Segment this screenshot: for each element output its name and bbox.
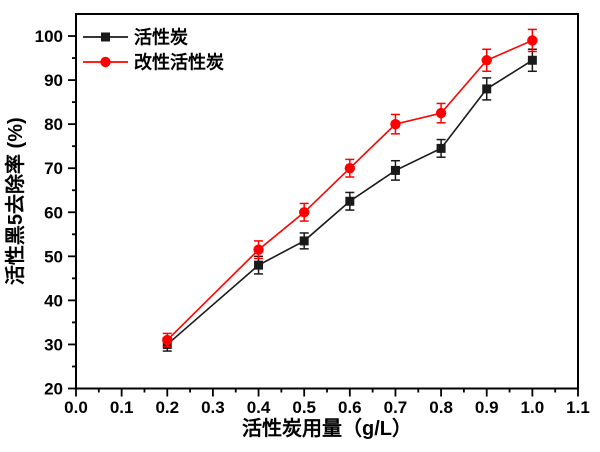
y-axis: 20 30 40 50 60 70 80 90 100 [35,27,76,399]
y-tick-label: 60 [44,203,63,222]
x-tick-label: 0.2 [155,398,179,417]
x-tick-label: 0.1 [110,398,134,417]
square-marker [345,196,355,206]
x-tick-label: 0.3 [201,398,225,417]
x-tick-label: 0.8 [429,398,453,417]
y-tick-label: 90 [44,71,63,90]
y-tick-label: 100 [35,27,63,46]
circle-marker [435,107,447,119]
x-tick-label: 1.0 [521,398,545,417]
y-axis-title: 活性黑5去除率 (%) [3,117,27,285]
y-tick-label: 30 [44,335,63,354]
x-axis-title: 活性炭用量（g/L） [242,417,412,440]
circle-marker [344,163,356,174]
y-tick-label: 40 [44,291,63,310]
y-tick-label: 80 [44,115,63,134]
x-tick-label: 0.0 [64,398,88,417]
legend-label: 改性活性炭 [134,52,224,73]
x-tick-label: 0.7 [384,398,408,417]
legend-label: 活性炭 [134,27,188,48]
circle-marker [390,118,401,130]
circle-marker [481,55,492,66]
x-tick-label: 0.6 [338,398,362,417]
series-0-square [162,48,537,352]
x-tick-label: 0.9 [475,398,499,417]
square-marker [482,84,492,94]
y-tick-label: 70 [44,159,63,178]
y-tick-label: 50 [44,247,63,266]
x-axis: 0.0 0.1 0.2 0.3 0.4 0.5 0.6 0.7 0.8 0.9 1.0 1.1 [64,388,590,417]
legend-circle-marker [100,56,111,68]
square-marker [390,165,400,175]
circle-marker [162,334,173,346]
circle-marker [253,244,264,255]
square-marker [527,55,537,65]
circle-marker [298,207,310,218]
square-marker [299,236,309,246]
legend-item-1: 改性活性炭 [83,52,224,73]
x-tick-label: 0.4 [247,398,271,417]
series-line [166,39,533,341]
circle-marker [527,35,538,46]
legend-square-marker [101,32,110,42]
y-tick-label: 20 [44,380,63,399]
square-marker [436,143,446,153]
legend-item-0: 活性炭 [83,27,188,48]
series-1-circle [162,28,538,348]
square-marker [254,260,264,270]
series-line [166,59,533,346]
x-tick-label: 0.5 [292,398,316,417]
x-tick-label: 1.1 [566,398,590,417]
